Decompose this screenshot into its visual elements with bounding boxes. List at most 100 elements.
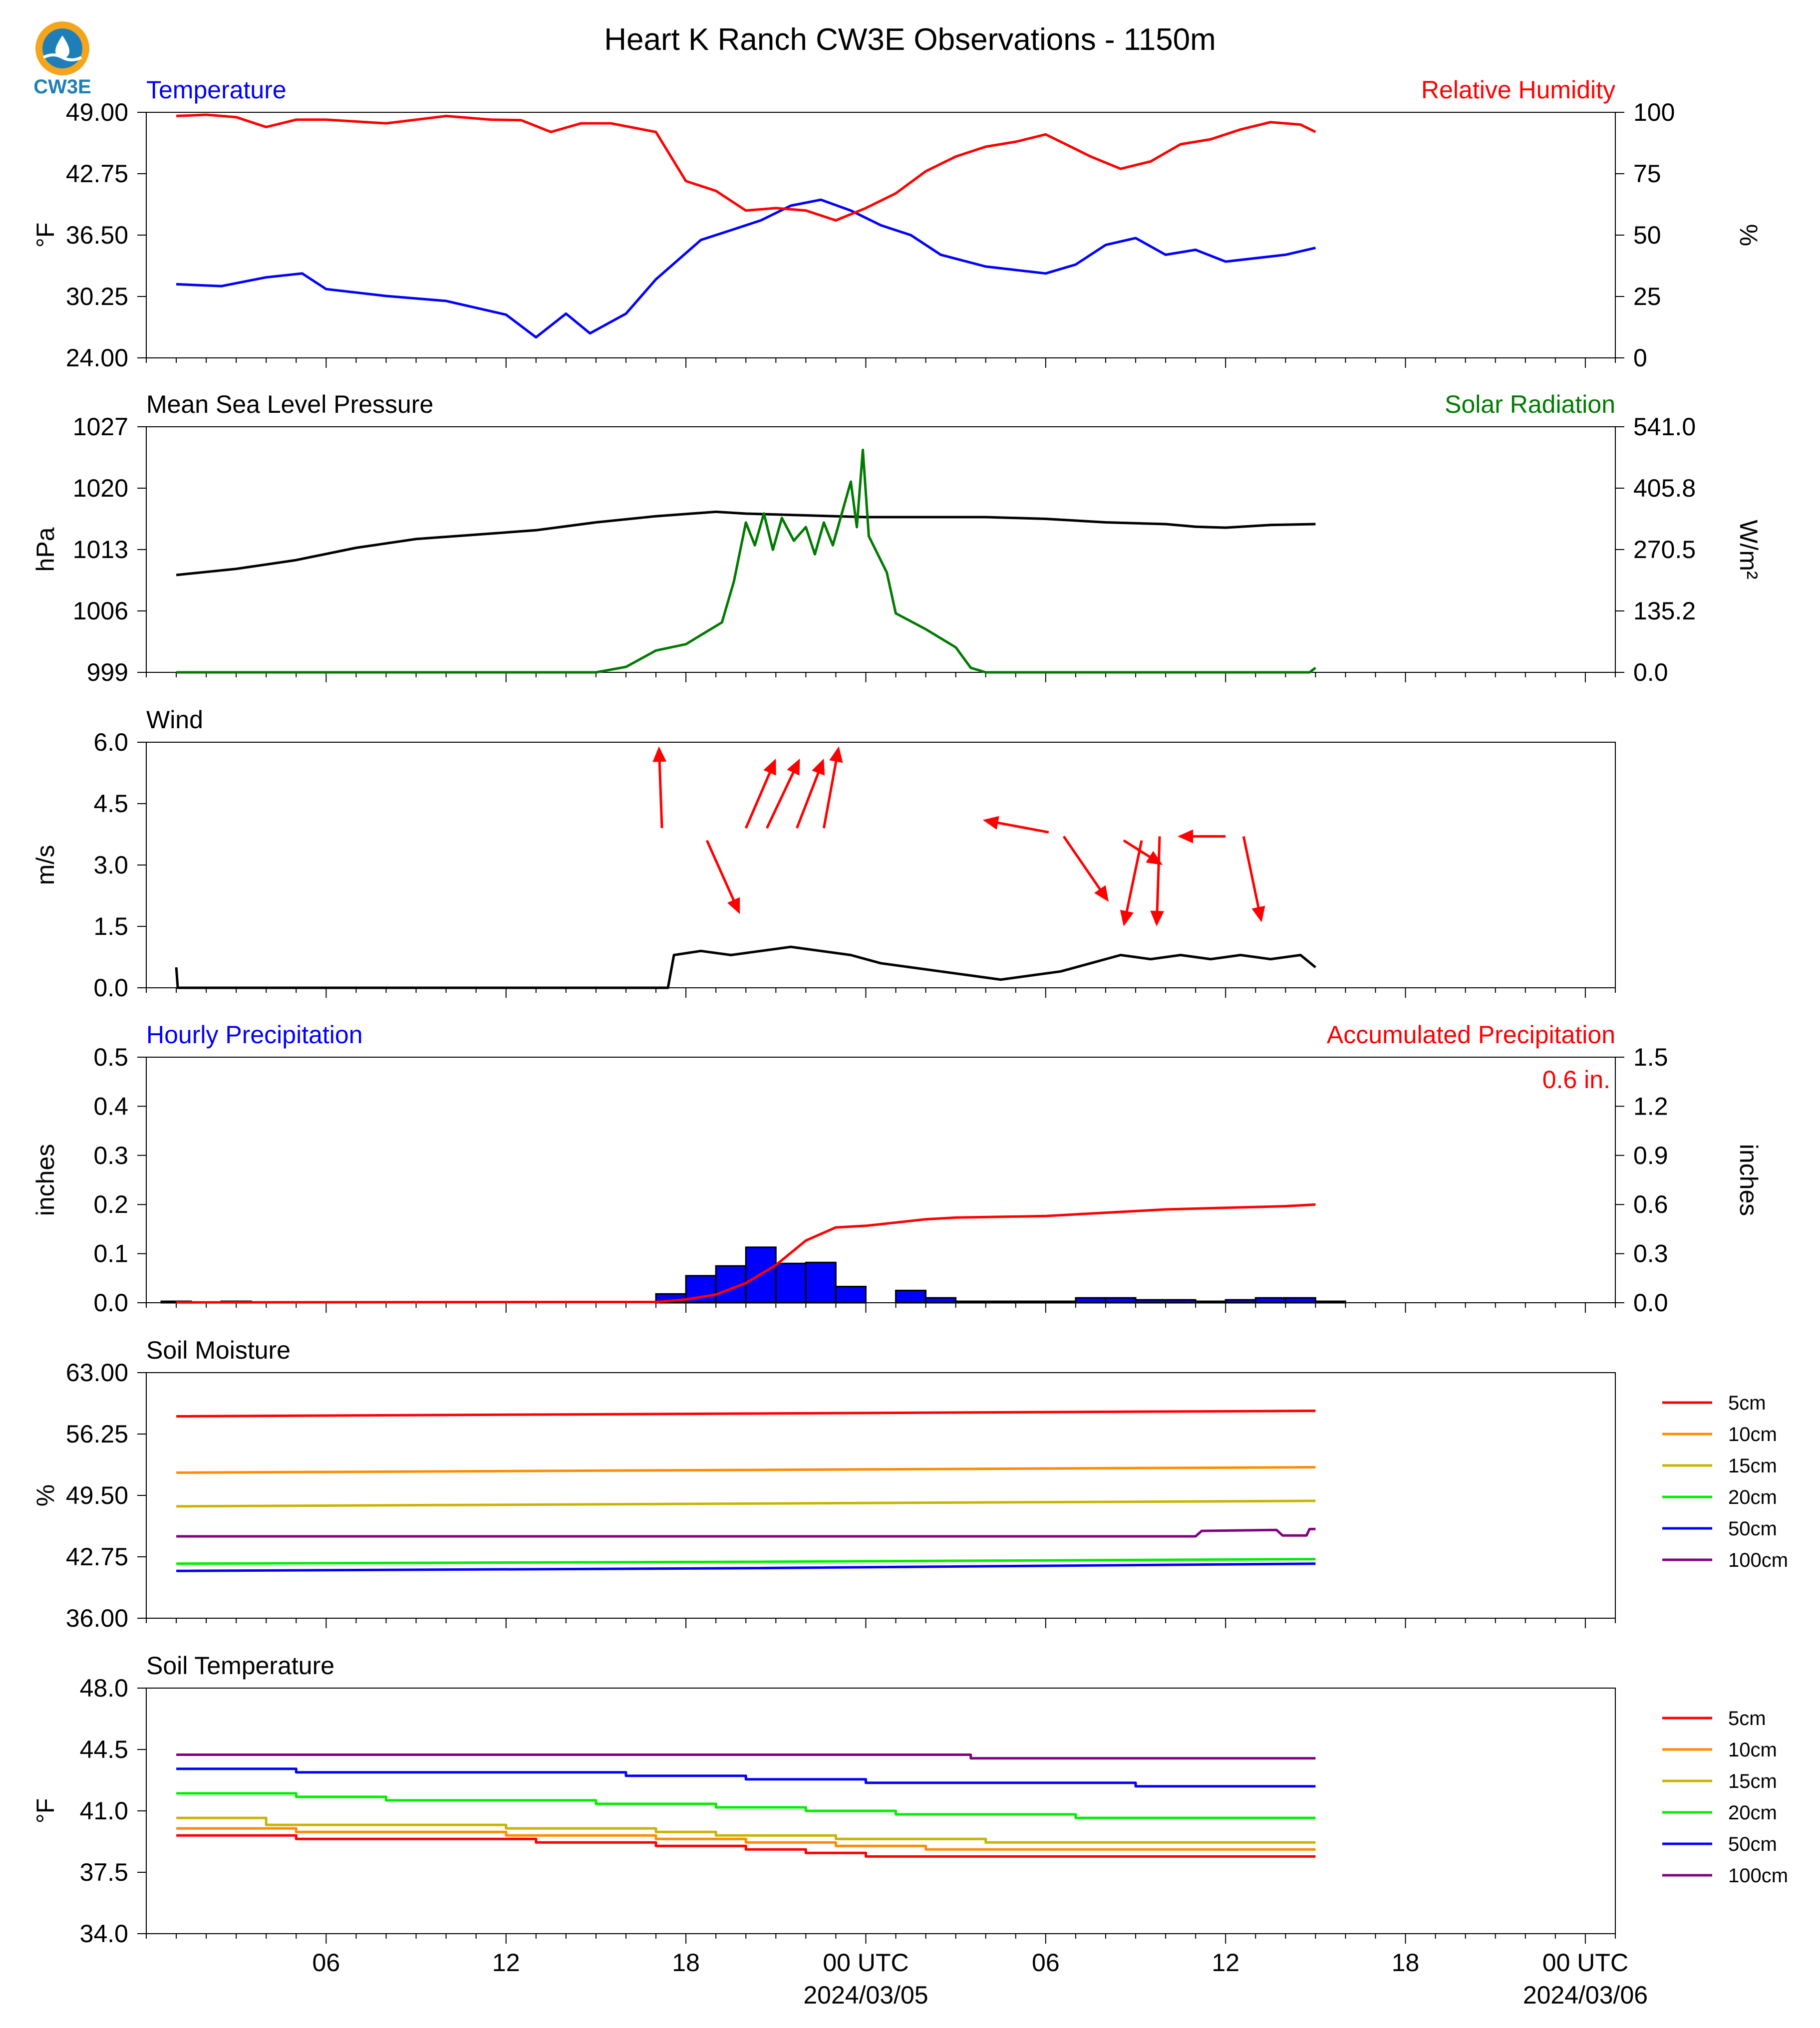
wind-arrow	[1124, 840, 1143, 917]
water-drop-icon	[55, 35, 69, 58]
panel-3: 0.0 1.5 3.0 4.5 6.0 Wind m/s	[31, 706, 1616, 1002]
series-line-5cm	[176, 1410, 1316, 1418]
y2-tick-label: 75	[1633, 160, 1661, 188]
series-line-50cm	[176, 1767, 1316, 1788]
y2-tick-label: 135.2	[1633, 597, 1696, 625]
legend-label: 100cm	[1728, 1865, 1788, 1887]
y-axis-label: m/s	[31, 845, 59, 885]
x-tick-label: 18	[1392, 1949, 1420, 1977]
y2-tick-label: 25	[1633, 283, 1661, 310]
series-line-0	[176, 198, 1316, 339]
x-tick-label: 06	[312, 1949, 340, 1977]
x-tick-label: 18	[672, 1949, 700, 1977]
precip-bar	[985, 1300, 1017, 1304]
wind-arrowhead	[829, 746, 843, 763]
y2-axis-label: inches	[1735, 1144, 1763, 1216]
plot-frame	[146, 426, 1616, 673]
wind-arrow	[766, 767, 797, 829]
y-tick-label: 24.00	[66, 344, 128, 372]
y-tick-label: 42.75	[66, 1543, 128, 1571]
series-line-0	[175, 945, 1316, 989]
precip-bar	[835, 1286, 867, 1304]
y2-tick-label: 541.0	[1633, 413, 1696, 441]
y2-tick-label: 0	[1633, 344, 1647, 372]
plot-frame	[146, 742, 1616, 988]
y-axis-label: hPa	[31, 527, 59, 572]
y-tick-label: 36.00	[66, 1604, 128, 1632]
y-tick-label: 0.4	[93, 1092, 128, 1120]
cw3e-logo: CW3E	[27, 17, 97, 102]
wind-arrow	[1242, 836, 1261, 913]
precip-bar	[775, 1262, 807, 1304]
wind-arrowhead	[1150, 910, 1164, 926]
panel-4: 0.0 0.1 0.2 0.3 0.4 0.5 0.0 0.3 0.6 0.9 1.2 1.5 Hour…	[31, 1021, 1763, 1317]
panel-5: 36.00 42.75 49.50 56.25 63.00 Soil Moisture% 5…	[31, 1336, 1788, 1632]
y2-tick-label: 0.0	[1633, 658, 1668, 686]
y-tick-label: 4.5	[93, 790, 128, 818]
y-tick-label: 0.2	[93, 1190, 128, 1218]
panel-title-left: Temperature	[146, 76, 287, 104]
panel-title-right: Accumulated Precipitation	[1327, 1021, 1615, 1049]
wind-arrow	[705, 840, 737, 905]
series-line-0	[176, 1203, 1316, 1304]
series-line-100cm	[176, 1527, 1316, 1538]
panel-2: 999 1006 1013 1020 1027 0.0 135.2 270.5 405.8 541…	[31, 390, 1763, 686]
legend-label: 50cm	[1728, 1833, 1777, 1855]
series-line-20cm	[176, 1792, 1316, 1819]
wind-arrowhead	[1251, 905, 1265, 922]
accumulated-total-label: 0.6 in.	[1542, 1066, 1610, 1094]
wind-arrowhead	[982, 816, 999, 830]
y-tick-label: 0.3	[93, 1142, 128, 1169]
plot-frame	[146, 1372, 1616, 1619]
legend-label: 10cm	[1728, 1739, 1777, 1761]
plot-frame	[146, 112, 1616, 358]
precip-bar	[1015, 1300, 1047, 1304]
y-tick-label: 0.0	[93, 974, 128, 1002]
legend-label: 10cm	[1728, 1424, 1777, 1446]
series-line-20cm	[176, 1558, 1316, 1565]
y-tick-label: 36.50	[66, 221, 128, 249]
y2-tick-label: 1.5	[1633, 1043, 1668, 1071]
y-tick-label: 49.50	[66, 1481, 128, 1509]
legend-label: 5cm	[1728, 1392, 1766, 1414]
legend-label: 15cm	[1728, 1455, 1777, 1477]
precip-bar	[895, 1289, 927, 1304]
wind-arrow	[795, 767, 822, 829]
chart-title: Heart K Ranch CW3E Observations - 1150m	[604, 22, 1216, 57]
precip-bar	[805, 1261, 837, 1304]
legend-label: 20cm	[1728, 1802, 1777, 1824]
y-tick-label: 1.5	[93, 912, 128, 940]
logo-text: CW3E	[33, 76, 91, 98]
series-line-0	[176, 510, 1316, 577]
y2-axis-label: %	[1735, 224, 1763, 246]
x-date-label: 2024/03/06	[1523, 1981, 1648, 2009]
wind-arrow	[992, 821, 1049, 834]
y2-tick-label: 50	[1633, 221, 1661, 249]
y-tick-label: 6.0	[93, 728, 128, 756]
precip-bar	[1165, 1299, 1197, 1304]
precip-bar	[1254, 1297, 1286, 1304]
y-axis-label: inches	[31, 1144, 59, 1216]
wind-arrowhead	[763, 758, 776, 776]
wind-arrow	[1156, 836, 1161, 916]
plot-frame	[146, 1057, 1616, 1303]
y-tick-label: 999	[87, 658, 128, 686]
y-tick-label: 0.1	[93, 1240, 128, 1268]
precip-bar	[1135, 1299, 1167, 1304]
y-tick-label: 41.0	[80, 1797, 128, 1825]
panel-title-right: Solar Radiation	[1445, 390, 1615, 418]
y2-tick-label: 1.2	[1633, 1092, 1668, 1120]
y-tick-label: 42.75	[66, 160, 128, 188]
y-tick-label: 1027	[73, 413, 128, 441]
legend-label: 100cm	[1728, 1549, 1788, 1571]
precip-bar	[1224, 1299, 1256, 1304]
y-tick-label: 56.25	[66, 1420, 128, 1448]
series-line-10cm	[176, 1466, 1316, 1474]
wind-arrow	[822, 756, 839, 829]
panel-title-right: Relative Humidity	[1421, 76, 1615, 104]
legend-label: 15cm	[1728, 1770, 1777, 1792]
y-tick-label: 1013	[73, 536, 128, 564]
precip-bar	[925, 1297, 957, 1304]
y-tick-label: 63.00	[66, 1359, 128, 1387]
